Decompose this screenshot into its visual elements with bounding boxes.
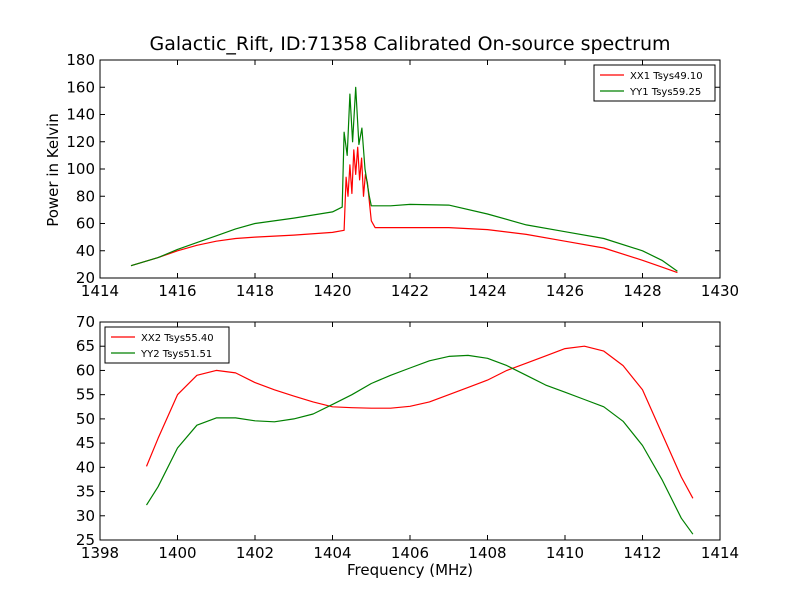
y-tick-label: 45 bbox=[76, 434, 95, 452]
y-tick-label: 100 bbox=[66, 160, 95, 178]
y-tick-label: 60 bbox=[76, 361, 95, 379]
x-tick-label: 1402 bbox=[236, 544, 274, 562]
legend-box-1 bbox=[593, 64, 716, 102]
x-tick-label: 1414 bbox=[81, 282, 119, 300]
legend-label: XX1 Tsys49.10 bbox=[630, 71, 703, 82]
x-axis-label: Frequency (MHz) bbox=[346, 561, 474, 579]
x-tick-label: 1406 bbox=[391, 544, 429, 562]
y-tick-label: 50 bbox=[76, 410, 95, 428]
y-tick-label: 80 bbox=[76, 187, 95, 205]
legend-label: YY1 Tsys59.25 bbox=[629, 87, 701, 98]
x-tick-label: 1428 bbox=[623, 282, 661, 300]
x-tick-label: 1404 bbox=[313, 544, 351, 562]
x-tick-label: 1414 bbox=[701, 544, 739, 562]
legend-label: XX2 Tsys55.40 bbox=[141, 333, 214, 344]
legend-box-2 bbox=[104, 326, 230, 364]
y-tick-label: 30 bbox=[76, 507, 95, 525]
y-tick-label: 20 bbox=[76, 269, 95, 287]
x-tick-label: 1430 bbox=[701, 282, 739, 300]
series-line-1-1 bbox=[130, 146, 678, 274]
chart-title: Galactic_Rift, ID:71358 Calibrated On-so… bbox=[149, 33, 671, 55]
series-line-2-2 bbox=[145, 354, 694, 535]
x-tick-label: 1400 bbox=[158, 544, 196, 562]
x-tick-label: 1418 bbox=[236, 282, 274, 300]
y-tick-label: 60 bbox=[76, 215, 95, 233]
y-tick-label: 40 bbox=[76, 458, 95, 476]
x-tick-label: 1408 bbox=[468, 544, 506, 562]
x-tick-label: 1424 bbox=[468, 282, 506, 300]
x-tick-label: 1420 bbox=[313, 282, 351, 300]
x-tick-label: 1416 bbox=[158, 282, 196, 300]
y-tick-label: 120 bbox=[66, 133, 95, 151]
y-tick-label: 40 bbox=[76, 242, 95, 260]
x-tick-label: 1398 bbox=[81, 544, 119, 562]
series-line-2-1 bbox=[145, 345, 694, 499]
y-tick-label: 65 bbox=[76, 337, 95, 355]
y-tick-label: 55 bbox=[76, 386, 95, 404]
y-tick-label: 180 bbox=[66, 51, 95, 69]
series-line-1-2 bbox=[130, 86, 678, 272]
legend-label: YY2 Tsys51.51 bbox=[140, 349, 212, 360]
x-tick-label: 1412 bbox=[623, 544, 661, 562]
y-tick-label: 35 bbox=[76, 483, 95, 501]
x-tick-label: 1422 bbox=[391, 282, 429, 300]
x-tick-label: 1410 bbox=[546, 544, 584, 562]
y-tick-label: 160 bbox=[66, 78, 95, 96]
x-tick-label: 1426 bbox=[546, 282, 584, 300]
y-tick-label: 70 bbox=[76, 313, 95, 331]
y-tick-label: 25 bbox=[76, 531, 95, 549]
y-tick-label: 140 bbox=[66, 106, 95, 124]
